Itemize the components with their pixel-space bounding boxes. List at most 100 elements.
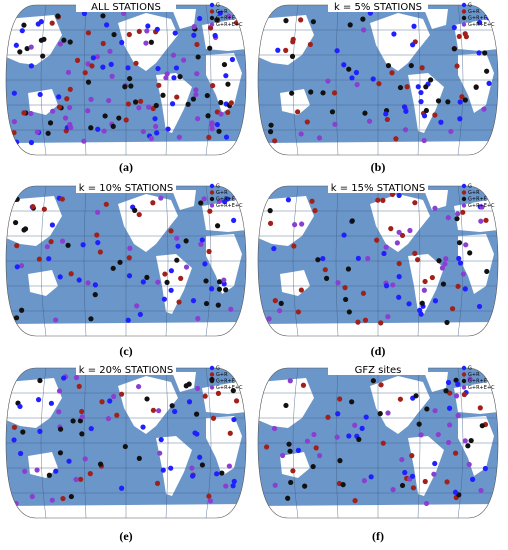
station-dot (323, 275, 330, 281)
station-dot (370, 76, 376, 82)
station-dot (201, 196, 207, 202)
legend-dot (461, 203, 467, 208)
station-dot (383, 111, 389, 117)
station-dot (73, 374, 80, 381)
station-dot (202, 261, 208, 267)
station-dot (418, 311, 424, 317)
station-dot (404, 84, 410, 90)
station-dot (53, 317, 59, 323)
station-dot (158, 437, 164, 443)
station-dot (448, 128, 454, 135)
station-dot (73, 476, 79, 483)
station-dot (95, 209, 101, 215)
legend-entry: G+R+E (216, 16, 235, 22)
station-dot (349, 218, 355, 224)
station-dot (346, 66, 352, 72)
station-dot (221, 281, 227, 287)
station-dot (444, 479, 450, 485)
legend-entry: G+R+E (468, 197, 487, 203)
station-dot (411, 23, 417, 29)
station-dot (283, 402, 289, 409)
station-dot (107, 398, 113, 404)
station-dot (457, 260, 464, 266)
station-dot (60, 495, 66, 502)
station-dot (349, 75, 355, 81)
station-dot (231, 217, 237, 223)
station-dot (174, 257, 180, 263)
station-dot (461, 391, 467, 398)
station-dots (11, 10, 240, 146)
station-dot (309, 198, 315, 204)
station-dot (92, 292, 98, 298)
station-dot (45, 130, 51, 136)
station-dot (454, 216, 460, 222)
station-dot (128, 83, 134, 89)
station-dot (11, 119, 17, 125)
legend-entry: G (468, 3, 472, 9)
station-dot (85, 79, 92, 85)
station-dot (362, 317, 369, 323)
station-dot (300, 382, 307, 388)
panel-label: (b) (371, 160, 386, 174)
legend-dot (209, 190, 215, 195)
station-dot (231, 416, 237, 423)
station-dot (383, 283, 390, 289)
station-dot (432, 408, 438, 414)
station-dot (164, 279, 170, 285)
legend-entry: G+R+E+C (468, 203, 495, 209)
station-dot (214, 223, 221, 229)
station-dot (352, 422, 358, 428)
panel-label: (e) (119, 529, 132, 543)
station-dot (460, 209, 466, 215)
station-dot (406, 301, 412, 307)
station-dot (482, 465, 488, 472)
station-dot (396, 192, 402, 199)
station-dot (172, 408, 178, 415)
legend-entry: G+R+E (468, 16, 487, 22)
station-dot (478, 218, 484, 224)
station-dot (337, 396, 343, 402)
station-dot (206, 134, 212, 140)
station-dot (283, 18, 289, 24)
station-dot (298, 287, 304, 293)
station-dot (343, 296, 349, 303)
station-dot (455, 412, 461, 419)
legend-dot (209, 9, 215, 14)
station-dot (175, 243, 181, 249)
station-dot (88, 96, 94, 102)
station-dot (423, 107, 429, 114)
station-dot (157, 450, 163, 456)
station-dot (361, 27, 367, 33)
station-dot (153, 102, 159, 109)
station-dot (439, 265, 446, 271)
station-dot (225, 109, 231, 116)
station-dot (38, 37, 44, 43)
station-dot (342, 285, 348, 291)
station-dot (290, 468, 296, 474)
station-dot (198, 200, 204, 206)
station-dot (160, 467, 166, 473)
station-dot (444, 319, 450, 326)
station-dot (304, 119, 310, 125)
station-dot (204, 92, 210, 99)
station-dot (148, 39, 154, 45)
station-dot (148, 135, 154, 142)
station-dot (418, 89, 424, 96)
station-dot (212, 32, 218, 39)
station-dot (410, 485, 417, 491)
station-dot (53, 468, 59, 474)
legend-dot (209, 2, 215, 8)
station-dot (155, 279, 161, 285)
station-dot (381, 250, 387, 257)
station-dot (174, 235, 180, 241)
station-dot (415, 84, 421, 90)
legend-entry: G+R (468, 372, 480, 378)
station-dot (136, 455, 142, 462)
station-dot (76, 383, 82, 389)
station-dot (56, 388, 63, 394)
station-dot (136, 211, 142, 218)
station-dot (418, 432, 424, 438)
station-dot (446, 405, 453, 411)
station-dot (190, 96, 197, 102)
station-dot (230, 483, 236, 489)
